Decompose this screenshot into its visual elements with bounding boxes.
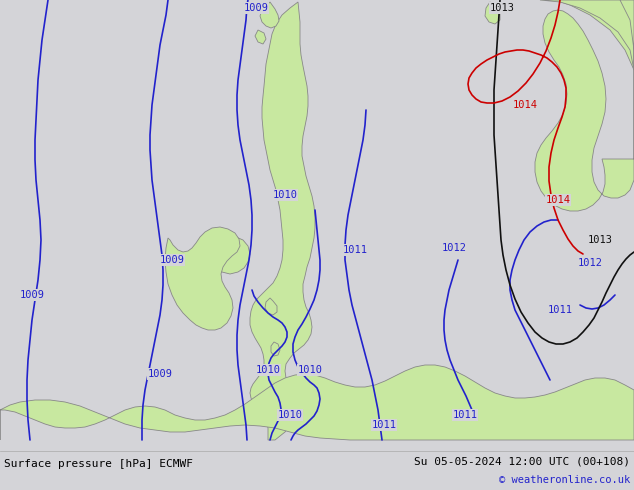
Polygon shape	[485, 2, 500, 24]
Polygon shape	[555, 0, 634, 70]
Polygon shape	[260, 2, 279, 28]
Text: 1011: 1011	[548, 305, 573, 315]
Polygon shape	[165, 227, 240, 330]
Text: 1010: 1010	[278, 410, 302, 420]
Text: 1009: 1009	[243, 3, 269, 13]
Text: 1011: 1011	[372, 420, 396, 430]
Text: 1011: 1011	[453, 410, 477, 420]
Text: 1013: 1013	[588, 235, 612, 245]
Polygon shape	[271, 342, 280, 356]
Text: 1010: 1010	[273, 190, 297, 200]
Text: 1010: 1010	[297, 365, 323, 375]
Text: © weatheronline.co.uk: © weatheronline.co.uk	[499, 475, 630, 485]
Polygon shape	[0, 365, 634, 440]
Polygon shape	[255, 30, 266, 44]
Text: 1014: 1014	[512, 100, 538, 110]
Text: 1011: 1011	[342, 245, 368, 255]
Text: Surface pressure [hPa] ECMWF: Surface pressure [hPa] ECMWF	[4, 459, 193, 469]
Text: 1009: 1009	[160, 255, 184, 265]
Text: 1009: 1009	[20, 290, 44, 300]
Polygon shape	[540, 0, 634, 70]
Polygon shape	[250, 2, 315, 440]
Text: 1010: 1010	[256, 365, 280, 375]
Text: Su 05-05-2024 12:00 UTC (00+108): Su 05-05-2024 12:00 UTC (00+108)	[414, 456, 630, 466]
Polygon shape	[535, 0, 634, 211]
Text: 1012: 1012	[578, 258, 602, 268]
Polygon shape	[208, 237, 250, 274]
Text: 1009: 1009	[148, 369, 172, 379]
Text: 1012: 1012	[441, 243, 467, 253]
Text: 1013: 1013	[489, 3, 515, 13]
Polygon shape	[265, 298, 277, 315]
Text: 1014: 1014	[545, 195, 571, 205]
